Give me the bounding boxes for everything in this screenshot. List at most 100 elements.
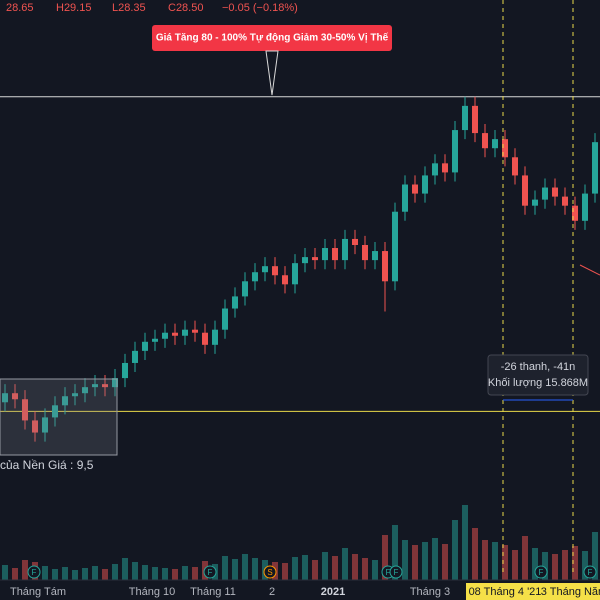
candle-body (332, 248, 338, 261)
event-marker (583, 565, 597, 579)
event-label: F (394, 568, 399, 577)
volume-bar (172, 569, 178, 580)
candle-body (52, 405, 58, 418)
volume-bar (362, 558, 368, 580)
volume-bar (222, 556, 228, 580)
candle-body (192, 329, 198, 333)
x-tick-label: Tháng 10 (129, 586, 175, 598)
event-label: S (267, 568, 272, 577)
candle-body (412, 184, 418, 194)
x-tick-label: Tháng 11 (190, 586, 236, 598)
candle-body (432, 163, 438, 176)
candle-body (122, 362, 128, 379)
volume-bar (532, 548, 538, 580)
event-label: F (208, 568, 213, 577)
x-tick-label: Tháng Tám (10, 586, 66, 598)
volume-bar (292, 557, 298, 580)
event-label: F (588, 568, 593, 577)
candle-body (572, 205, 578, 221)
volume-bar (242, 554, 248, 580)
candle-body (422, 175, 428, 194)
candle-body (42, 417, 48, 433)
x-tick-label: 3 Tháng Năm (541, 586, 600, 598)
event-marker (534, 565, 548, 579)
volume-bar (192, 567, 198, 580)
candle-body (242, 281, 248, 297)
candle-body (452, 130, 458, 173)
measure-box (487, 354, 589, 396)
candle-body (182, 329, 188, 336)
callout-text: Giá Tăng 80 - 100% Tự động Giảm 30-50% V… (156, 32, 389, 44)
volume-bar (452, 520, 458, 580)
candle-body (152, 338, 158, 342)
events: F F S F F F F (27, 565, 597, 579)
volume-bar (142, 565, 148, 580)
candle-body (502, 139, 508, 158)
volume-bar (592, 532, 598, 580)
candle-body (82, 387, 88, 394)
volume-bar (412, 545, 418, 580)
header-change: −0.05 (−0.18%) (222, 2, 298, 14)
candle-body (62, 396, 68, 406)
volume-bar (442, 544, 448, 580)
date-highlight (466, 583, 600, 600)
volume-bar (82, 568, 88, 580)
event-label: F (32, 568, 37, 577)
volume-bar (522, 536, 528, 580)
header-low: L28.35 (112, 2, 146, 14)
candle-body (202, 332, 208, 345)
candle-body (232, 296, 238, 309)
volume-bar (92, 566, 98, 580)
volume-bar (102, 569, 108, 580)
volume-bar (112, 564, 118, 580)
candle-body (212, 329, 218, 345)
volume-bar (372, 560, 378, 580)
volume-bar (22, 560, 28, 580)
x-axis: Tháng Tám Tháng 10 Tháng 11 2 2021 Tháng… (10, 583, 600, 600)
volume-bar (122, 558, 128, 580)
candle-body (32, 420, 38, 433)
measure-volume: Khối lượng 15.868M (488, 377, 588, 389)
volume-bar (132, 562, 138, 580)
candle-body (112, 378, 118, 388)
volume-bar (162, 568, 168, 580)
candles (0, 96, 600, 580)
event-marker (389, 565, 403, 579)
candle-body (532, 199, 538, 206)
candle-body (402, 184, 408, 212)
candle-body (492, 139, 498, 149)
volume-bar (502, 545, 508, 580)
volume-bar (312, 560, 318, 580)
volume-bar (422, 542, 428, 580)
x-tick-label: Tháng 3 (410, 586, 450, 598)
volume-bar (472, 528, 478, 580)
box-label: của Nền Giá : 9,5 (0, 458, 94, 472)
volume-bar (12, 568, 18, 580)
event-marker (27, 565, 41, 579)
volume-bar (482, 540, 488, 580)
candle-body (292, 263, 298, 285)
candle-body (552, 187, 558, 197)
candle-body (12, 393, 18, 400)
candle-body (362, 245, 368, 261)
callout-pointer (265, 50, 279, 96)
x-tick-label: 2 (269, 586, 275, 598)
volume-bar (302, 555, 308, 580)
candle-body (392, 211, 398, 282)
candle-body (512, 157, 518, 176)
header: 28.65 H29.15 L28.35 C28.50 −0.05 (−0.18%… (6, 2, 298, 14)
candle-body (312, 257, 318, 261)
volume-bar (492, 542, 498, 580)
candle-body (302, 257, 308, 264)
candle-body (2, 393, 8, 403)
candle-body (102, 384, 108, 388)
volume-bar (582, 551, 588, 580)
volume-bar (352, 554, 358, 580)
x-tick-label: 08 Tháng 4 '21 (469, 586, 542, 598)
volume-bar (402, 540, 408, 580)
volume-bar (432, 538, 438, 580)
candle-body (482, 133, 488, 149)
